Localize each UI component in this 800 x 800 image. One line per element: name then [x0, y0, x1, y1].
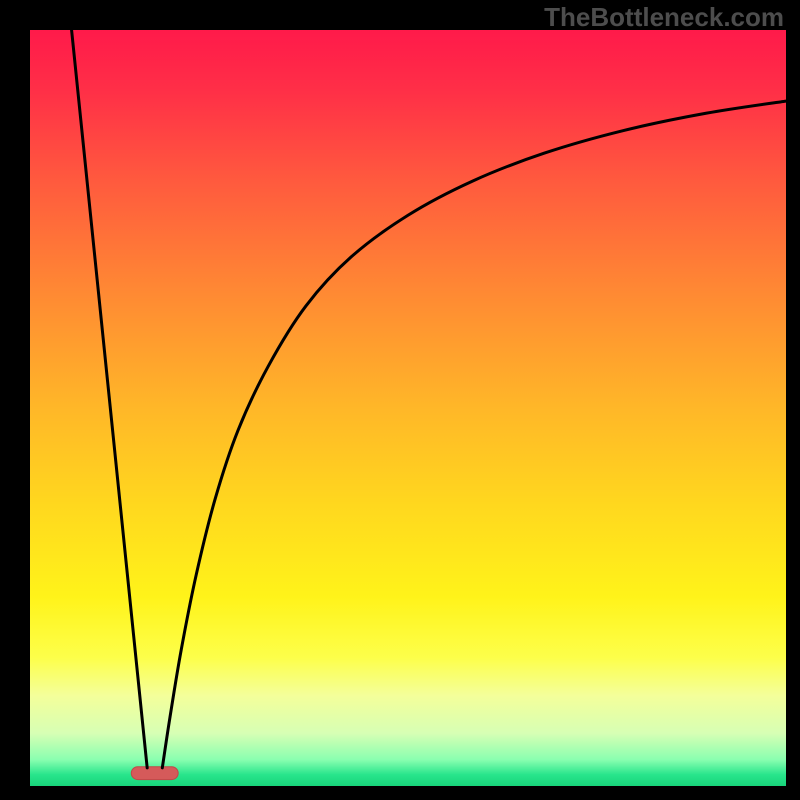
optimal-marker: [131, 767, 178, 780]
gradient-background: [30, 30, 786, 786]
chart-frame: TheBottleneck.com: [0, 0, 800, 800]
plot-area: [30, 30, 786, 786]
plot-svg: [30, 30, 786, 786]
watermark-text: TheBottleneck.com: [544, 2, 784, 33]
